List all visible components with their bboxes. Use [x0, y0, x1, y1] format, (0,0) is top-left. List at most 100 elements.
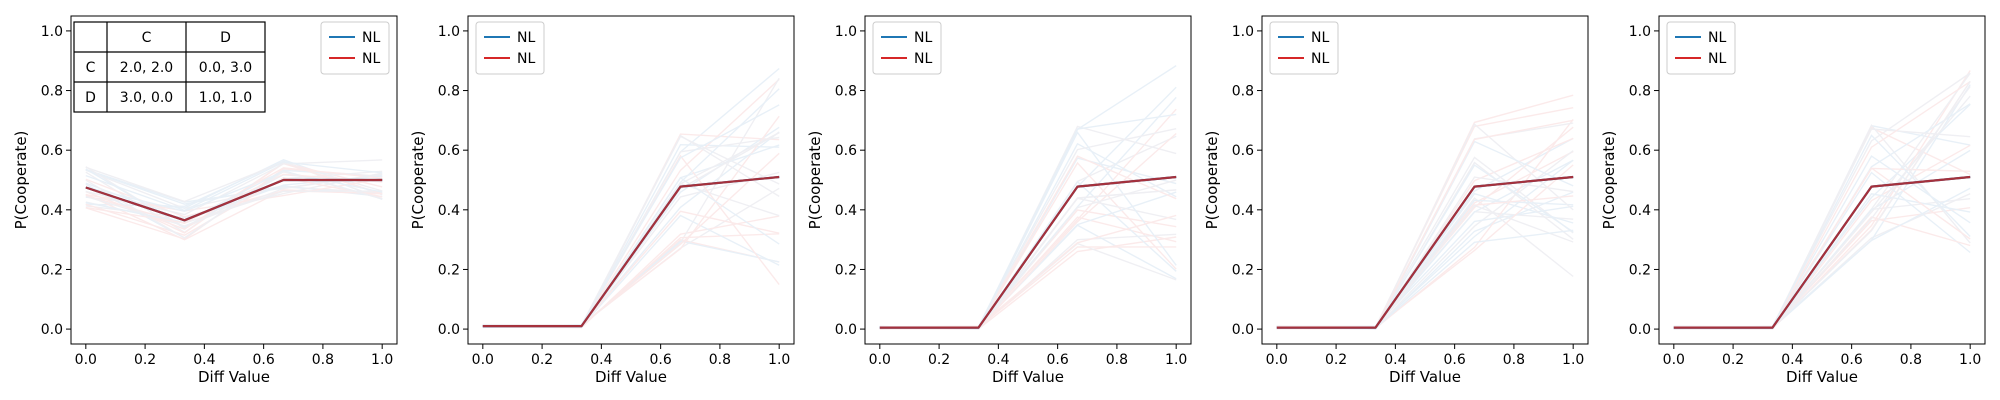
x-tick-label: 0.0: [1663, 352, 1685, 368]
faint-run-line: [85, 162, 383, 230]
faint-run-line: [1276, 107, 1574, 329]
faint-run-line: [85, 169, 383, 224]
faint-run-line: [1276, 192, 1574, 330]
legend-box: [872, 21, 942, 75]
y-axis-label: P(Cooperate): [1600, 131, 1618, 230]
series-line-red: [482, 175, 780, 328]
series-line-red: [1673, 175, 1971, 329]
legend-box: [1269, 21, 1339, 75]
series-line-red: [879, 175, 1177, 329]
payoff-table: C DC 2.0, 2.0 0.0, 3.0D 3.0, 0.0 1.0, 1.0: [73, 21, 266, 113]
series-line-red: [85, 178, 383, 222]
panel-1: 0.0 0.2 0.4 0.6 0.8 1.0 0.0 0.2 0.4 0.6 0.8 1.0 Diff…: [12, 15, 398, 386]
faint-run-line: [1673, 81, 1971, 329]
faint-run-line: [879, 65, 1177, 329]
legend-label: NL: [1311, 51, 1329, 67]
y-axis-label: P(Cooperate): [806, 131, 824, 230]
x-tick-label: 0.6: [1841, 352, 1863, 368]
faint-run-line: [879, 135, 1177, 330]
legend: NL NL: [1269, 21, 1339, 75]
x-tick-label: 0.6: [1047, 352, 1069, 368]
y-tick-label: 1.0: [1629, 24, 1651, 40]
faint-run-line: [85, 173, 383, 227]
legend-label: NL: [914, 51, 932, 67]
faint-run-line: [482, 77, 780, 328]
y-tick-label: 0.2: [41, 262, 63, 278]
y-tick-label: 0.0: [1232, 322, 1254, 338]
y-tick-label: 1.0: [41, 24, 63, 40]
axes-frame: [1658, 15, 1986, 345]
faint-run-line: [1673, 134, 1971, 330]
faint-run-line: [879, 233, 1177, 330]
table-cell: 3.0, 0.0: [120, 90, 173, 106]
faint-run-line: [85, 169, 383, 210]
x-tick-label: 0.2: [1722, 352, 1744, 368]
legend-label: NL: [517, 30, 535, 46]
x-axis-label: Diff Value: [1786, 368, 1858, 386]
faint-run-line: [85, 168, 383, 240]
table-cell: C: [86, 60, 96, 76]
faint-run-line: [482, 78, 780, 327]
axes-frame: [70, 15, 398, 345]
faint-run-line: [1673, 171, 1971, 329]
x-tick-label: 1.0: [768, 352, 790, 368]
legend-box: [1666, 21, 1736, 75]
x-tick-label: 0.0: [472, 352, 494, 368]
y-tick-label: 0.8: [1629, 84, 1651, 100]
y-tick-label: 0.4: [1629, 203, 1651, 219]
faint-run-line: [879, 142, 1177, 329]
faint-run-line: [482, 104, 780, 329]
legend-label: NL: [517, 51, 535, 67]
faint-run-line: [879, 132, 1177, 330]
x-tick-label: 0.0: [1266, 352, 1288, 368]
faint-run-line: [482, 134, 780, 326]
faint-run-line: [85, 172, 383, 219]
faint-runs: [1673, 70, 1971, 330]
faint-run-line: [482, 210, 780, 327]
x-tick-label: 0.6: [253, 352, 275, 368]
y-tick-label: 0.8: [835, 84, 857, 100]
x-axis-label: Diff Value: [1389, 368, 1461, 386]
x-tick-label: 0.2: [134, 352, 156, 368]
x-tick-label: 0.4: [1781, 352, 1803, 368]
x-tick-label: 0.8: [312, 352, 334, 368]
faint-runs: [1276, 94, 1574, 330]
x-tick-label: 0.4: [590, 352, 612, 368]
faint-run-line: [85, 171, 383, 213]
y-tick-label: 0.0: [438, 322, 460, 338]
x-tick-label: 0.2: [531, 352, 553, 368]
faint-runs: [85, 159, 383, 241]
y-tick-label: 0.6: [1629, 143, 1651, 159]
y-tick-label: 0.2: [1629, 262, 1651, 278]
y-tick-label: 0.8: [438, 84, 460, 100]
faint-run-line: [482, 115, 780, 326]
faint-run-line: [1673, 70, 1971, 330]
faint-run-line: [85, 159, 383, 209]
x-tick-label: 0.2: [928, 352, 950, 368]
faint-run-line: [85, 190, 383, 224]
x-tick-label: 0.8: [1900, 352, 1922, 368]
legend-label: NL: [362, 30, 380, 46]
faint-run-line: [482, 88, 780, 328]
y-tick-label: 0.4: [835, 203, 857, 219]
faint-run-line: [1673, 198, 1971, 330]
y-tick-label: 1.0: [1232, 24, 1254, 40]
faint-run-line: [1276, 210, 1574, 328]
x-tick-label: 1.0: [1562, 352, 1584, 368]
x-tick-label: 0.8: [709, 352, 731, 368]
x-tick-label: 0.0: [869, 352, 891, 368]
faint-run-line: [879, 86, 1177, 330]
faint-run-line: [85, 189, 383, 241]
y-tick-label: 0.0: [41, 322, 63, 338]
table-cell: 1.0, 1.0: [199, 90, 252, 106]
y-tick-label: 1.0: [835, 24, 857, 40]
legend: NL NL: [872, 21, 942, 75]
table-cell: 2.0, 2.0: [120, 60, 173, 76]
x-tick-label: 1.0: [371, 352, 393, 368]
x-tick-label: 0.6: [1444, 352, 1466, 368]
y-tick-label: 0.4: [438, 203, 460, 219]
x-tick-label: 0.4: [1384, 352, 1406, 368]
y-tick-label: 0.0: [1629, 322, 1651, 338]
faint-run-line: [482, 133, 780, 329]
